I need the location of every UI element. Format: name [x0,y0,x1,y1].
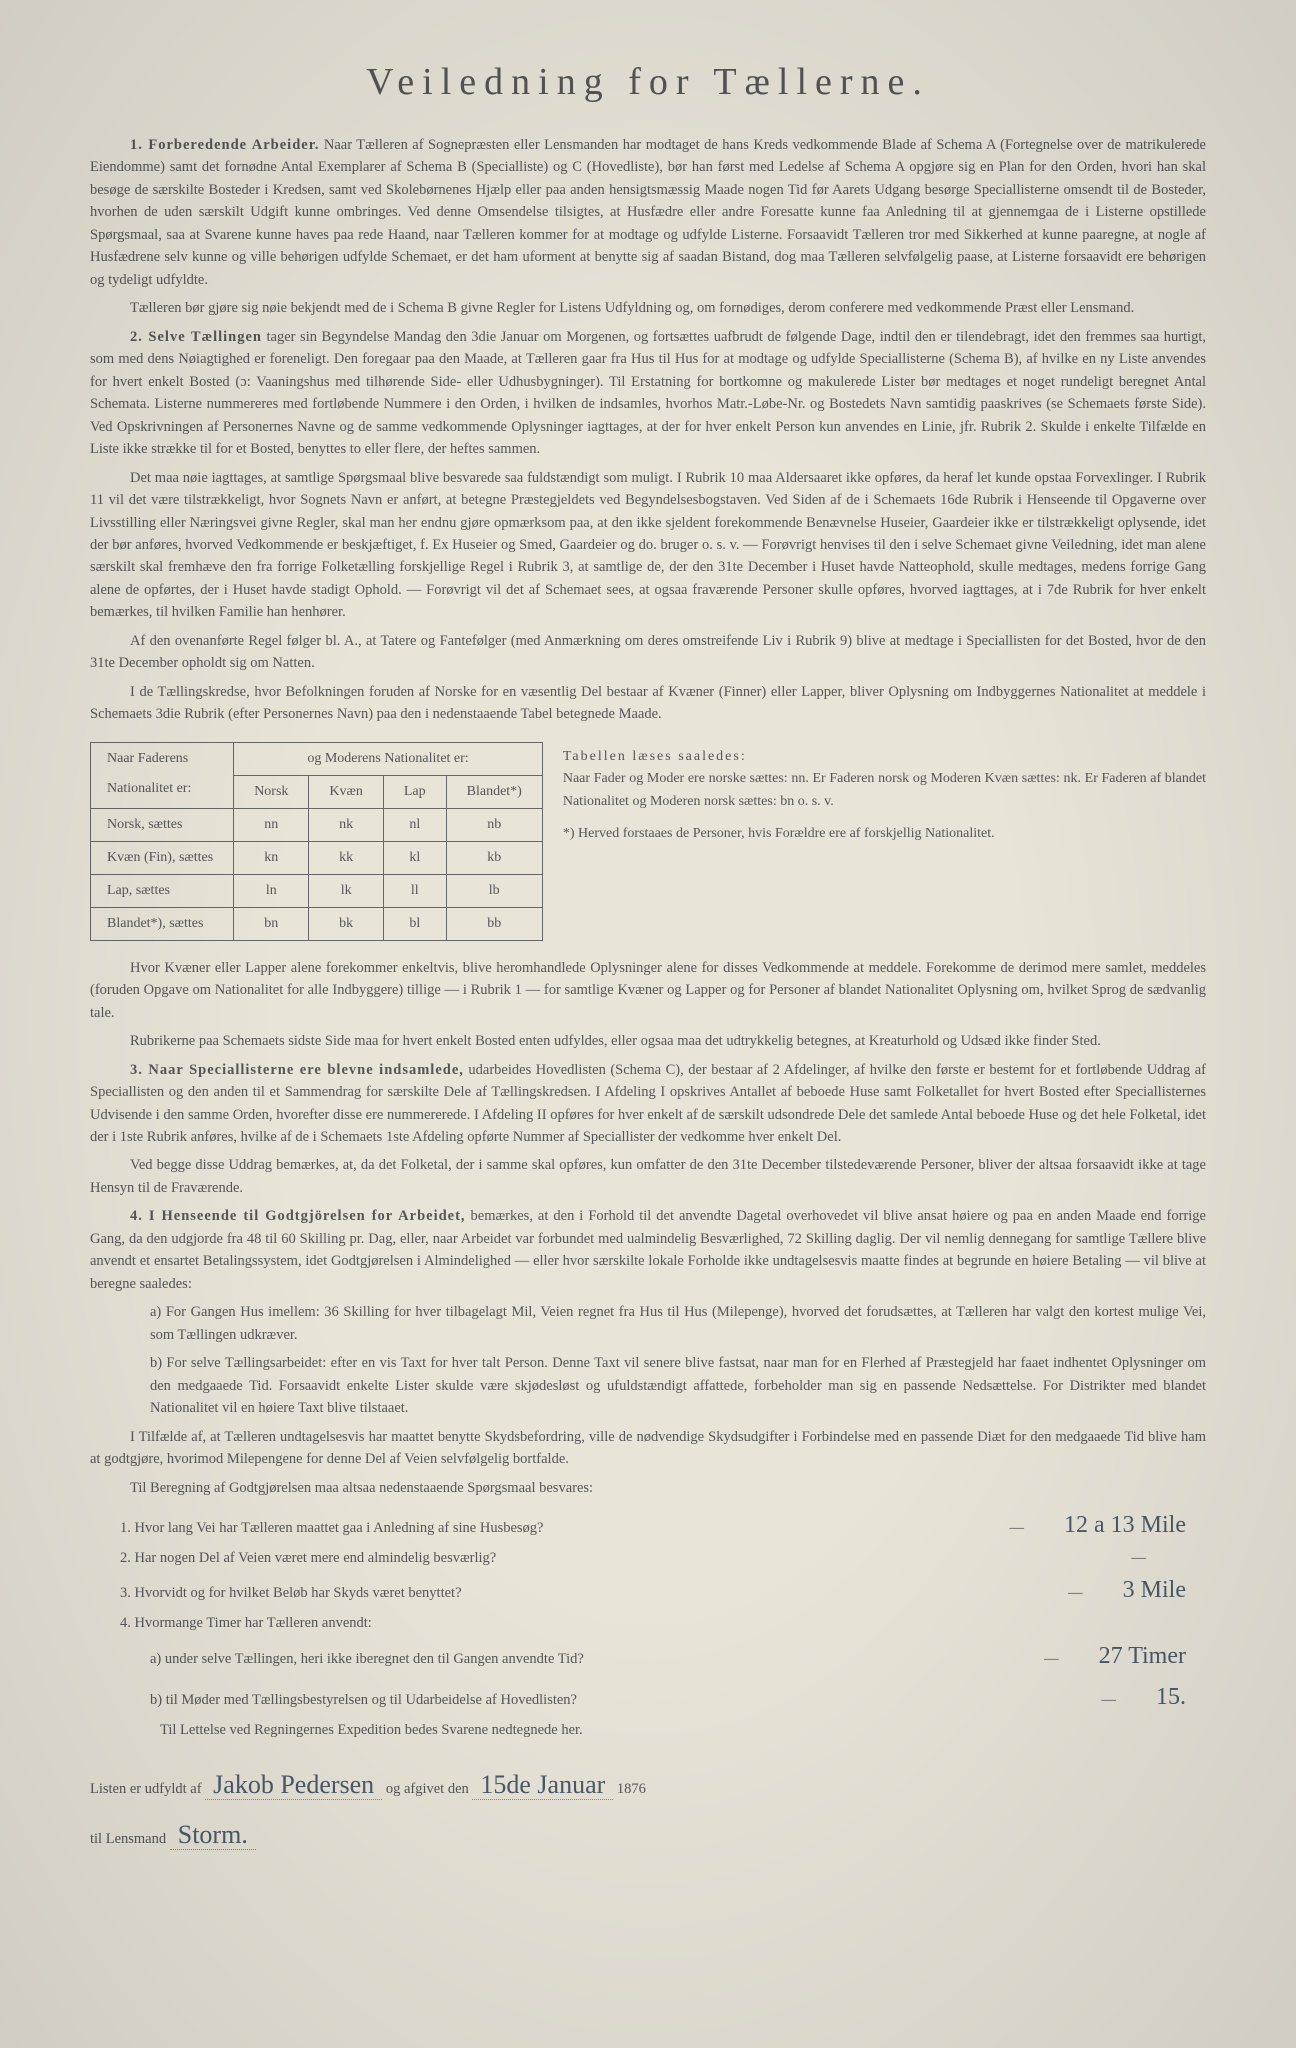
footer-year: 1876 [617,1781,646,1797]
question-4b: b) til Møder med Tællingsbestyrelsen og … [120,1677,1206,1718]
section-1-body: Naar Tælleren af Sognepræsten eller Lens… [90,137,1206,288]
col-kvaen: Kvæn [309,775,383,808]
question-4a: a) under selve Tællingen, heri ikke iber… [120,1636,1206,1677]
row-kvaen: Kvæn (Fin), sættes [91,841,234,874]
row-blandet: Blandet*), sættes [91,907,234,940]
footer-label-1: Listen er udfyldt af [90,1781,202,1797]
section-4-heading: 4. I Henseende til Godtgjörelsen for Arb… [130,1208,466,1224]
footer-label-2: og afgivet den [386,1781,469,1797]
document-page: Veiledning for Tællerne. 1. Forberedende… [0,0,1296,2048]
section-1-heading: 1. Forberedende Arbeider. [130,137,319,153]
side-text: Naar Fader og Moder ere norske sættes: n… [563,768,1206,813]
section-2-body: tager sin Begyndelse Mandag den 3die Jan… [90,329,1206,457]
section-1: 1. Forberedende Arbeider. Naar Tælleren … [90,134,1206,291]
section-4: 4. I Henseende til Godtgjörelsen for Arb… [90,1205,1206,1295]
section-4-b: b) For selve Tællingsarbeidet: efter en … [90,1352,1206,1419]
answer-3: 3 Mile [1083,1570,1206,1611]
section-2-p4: I de Tællingskredse, hvor Befolkningen f… [90,681,1206,726]
answer-4a: 27 Timer [1059,1636,1206,1677]
row-norsk: Norsk, sættes [91,808,234,841]
question-4: 4. Hvormange Timer har Tælleren anvendt: [120,1611,1206,1636]
section-4-p3: I Tilfælde af, at Tælleren undtagelsesvi… [90,1426,1206,1471]
section-3: 3. Naar Speciallisterne ere blevne indsa… [90,1059,1206,1149]
col-lap: Lap [383,775,446,808]
after-table-p2: Rubrikerne paa Schemaets sidste Side maa… [90,1030,1206,1052]
nationality-table-wrap: Naar Faderens Nationalitet er: og Modere… [90,742,1206,941]
answer-4b: 15. [1116,1677,1206,1718]
section-4-p4: Til Beregning af Godtgjørelsen maa altsa… [90,1477,1206,1499]
footer: Listen er udfyldt af Jakob Pedersen og a… [90,1760,1206,1859]
footer-name: Jakob Pedersen [205,1770,382,1800]
question-1: 1. Hvor lang Vei har Tælleren maattet ga… [120,1505,1206,1546]
questions-block: 1. Hvor lang Vei har Tælleren maattet ga… [90,1505,1206,1742]
section-2: 2. Selve Tællingen tager sin Begyndelse … [90,326,1206,461]
after-table-p1: Hvor Kvæner eller Lapper alene forekomme… [90,957,1206,1024]
nationality-table: Naar Faderens Nationalitet er: og Modere… [90,742,543,941]
section-3-p2: Ved begge disse Uddrag bemærkes, at, da … [90,1154,1206,1199]
questions-note: Til Lettelse ved Regningernes Expedition… [120,1718,1206,1743]
section-2-p2: Det maa nøie iagttages, at samtlige Spør… [90,467,1206,624]
row-lap: Lap, sættes [91,874,234,907]
section-4-a: a) For Gangen Hus imellem: 36 Skilling f… [90,1301,1206,1346]
side-footnote: *) Herved forstaaes de Personer, hvis Fo… [563,823,1206,845]
col-norsk: Norsk [234,775,309,808]
th-father: Naar Faderens Nationalitet er: [91,742,234,808]
table-side-note: Tabellen læses saaledes: Naar Fader og M… [563,742,1206,941]
th-mother: og Moderens Nationalitet er: [234,742,543,775]
section-3-heading: 3. Naar Speciallisterne ere blevne indsa… [130,1062,464,1078]
section-2-p3: Af den ovenanførte Regel følger bl. A., … [90,630,1206,675]
footer-lensmand: Storm. [170,1820,256,1850]
question-3: 3. Hvorvidt og for hvilket Beløb har Sky… [120,1570,1206,1611]
question-2: 2. Har nogen Del af Veien været mere end… [120,1546,1206,1571]
footer-date: 15de Januar [472,1770,613,1800]
answer-1: 12 a 13 Mile [1024,1505,1206,1546]
section-2-heading: 2. Selve Tællingen [130,329,262,345]
side-title: Tabellen læses saaledes: [563,746,1206,768]
footer-label-3: til Lensmand [90,1831,166,1847]
col-blandet: Blandet*) [446,775,542,808]
page-title: Veiledning for Tællerne. [90,60,1206,104]
section-1-p2: Tælleren bør gjøre sig nøie bekjendt med… [90,297,1206,319]
